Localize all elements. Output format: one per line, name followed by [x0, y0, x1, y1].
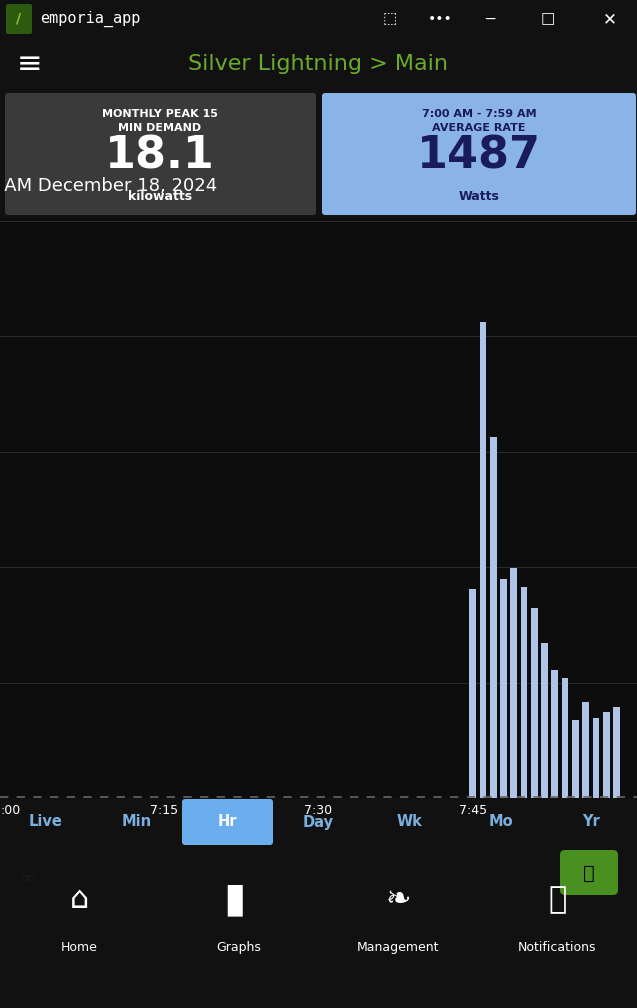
Text: Day: Day: [303, 814, 334, 830]
Text: 🔔: 🔔: [548, 885, 566, 914]
FancyBboxPatch shape: [322, 93, 636, 215]
Bar: [480, 322, 486, 798]
Text: 7:00 AM - 7:59 AM: 7:00 AM - 7:59 AM: [422, 109, 536, 119]
Text: AVERAGE RATE: AVERAGE RATE: [433, 123, 526, 133]
Bar: [469, 590, 476, 798]
Text: 18.1: 18.1: [105, 134, 215, 177]
FancyBboxPatch shape: [5, 93, 316, 215]
Text: ❧: ❧: [385, 885, 411, 914]
Text: Graphs: Graphs: [217, 941, 261, 955]
Text: Home: Home: [61, 941, 98, 955]
Bar: [510, 569, 517, 798]
Text: ▋: ▋: [227, 884, 250, 916]
Text: Yr: Yr: [583, 814, 601, 830]
FancyBboxPatch shape: [182, 799, 273, 845]
Text: □: □: [541, 11, 555, 26]
Bar: [592, 718, 599, 798]
Text: /: /: [17, 12, 22, 26]
Text: kilowatts: kilowatts: [128, 190, 192, 203]
Text: Mo: Mo: [488, 814, 513, 830]
FancyBboxPatch shape: [560, 850, 618, 895]
Text: ⌂: ⌂: [70, 885, 89, 914]
Bar: [520, 587, 527, 798]
Bar: [541, 643, 548, 798]
Bar: [572, 721, 578, 798]
Text: ∞: ∞: [20, 869, 36, 887]
Text: ✕: ✕: [603, 10, 617, 28]
Text: Notifications: Notifications: [518, 941, 597, 955]
Bar: [552, 669, 558, 798]
Text: Wk: Wk: [397, 814, 422, 830]
Text: 7 AM December 18, 2024: 7 AM December 18, 2024: [0, 176, 217, 195]
Text: ⬚: ⬚: [383, 11, 397, 26]
Text: ─: ─: [485, 11, 494, 26]
Bar: [562, 677, 568, 798]
Bar: [490, 437, 496, 798]
Text: Min: Min: [122, 814, 152, 830]
Text: MONTHLY PEAK 15: MONTHLY PEAK 15: [102, 109, 218, 119]
Bar: [500, 579, 507, 798]
Text: ≡: ≡: [17, 49, 43, 79]
FancyBboxPatch shape: [6, 4, 32, 34]
Text: Hr: Hr: [218, 814, 237, 830]
Text: Watts: Watts: [459, 190, 499, 203]
Text: 1487: 1487: [417, 134, 541, 177]
Text: Live: Live: [29, 814, 62, 830]
Text: Management: Management: [357, 941, 440, 955]
Bar: [613, 707, 620, 798]
Text: •••: •••: [427, 12, 452, 26]
Text: emporia_app: emporia_app: [40, 11, 140, 27]
Text: Silver Lightning > Main: Silver Lightning > Main: [188, 54, 448, 74]
Bar: [603, 713, 610, 798]
Text: 💬: 💬: [583, 864, 595, 882]
Bar: [531, 608, 538, 798]
Bar: [582, 702, 589, 798]
Text: MIN DEMAND: MIN DEMAND: [118, 123, 201, 133]
